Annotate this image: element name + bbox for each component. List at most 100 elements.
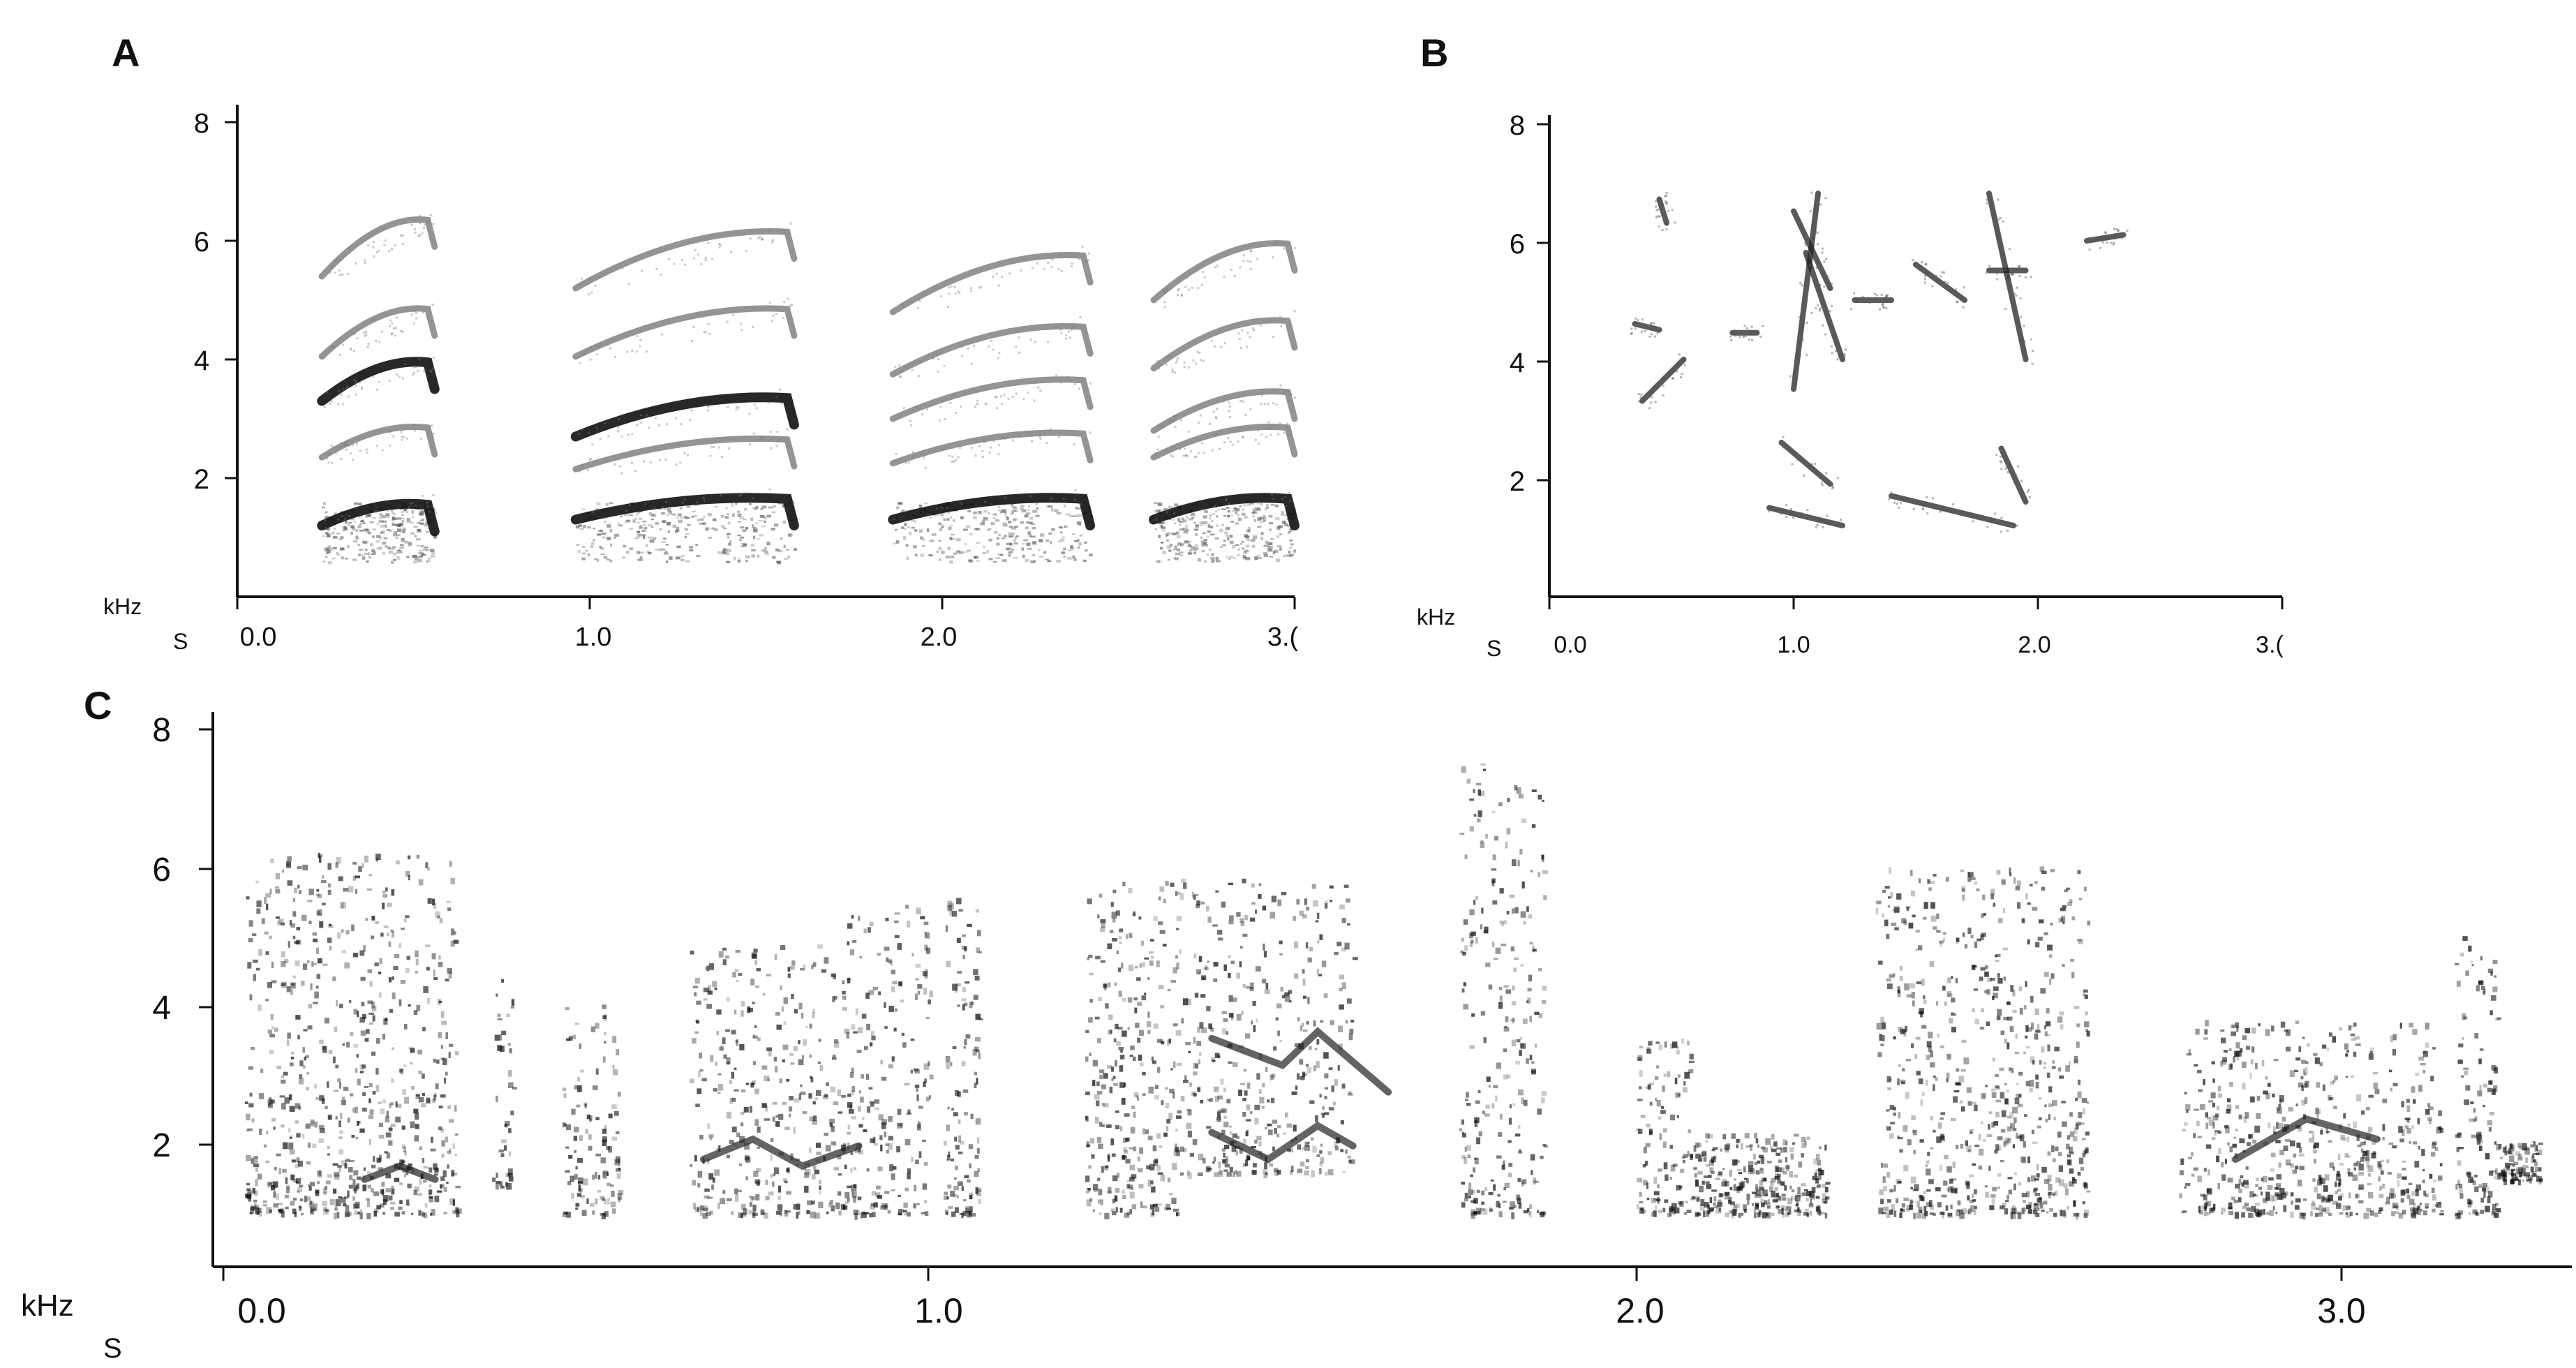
spectrogram-grain xyxy=(770,528,776,530)
spectrogram-grain xyxy=(611,1136,618,1141)
spectrogram-grain xyxy=(269,1050,274,1054)
spectrogram-grain xyxy=(997,284,1000,287)
spectrogram-grain xyxy=(497,1045,502,1051)
spectrogram-grain xyxy=(1140,1201,1143,1208)
spectrogram-grain xyxy=(1797,1187,1801,1194)
spectrogram-grain xyxy=(1505,989,1511,994)
spectrogram-grain xyxy=(419,522,424,525)
spectrogram-grain xyxy=(369,1109,374,1115)
spectrogram-grain xyxy=(383,1018,388,1025)
spectrogram-grain xyxy=(381,1182,385,1187)
spectrogram-grain xyxy=(1085,1191,1089,1194)
spectrogram-grain xyxy=(832,1055,836,1057)
spectrogram-grain xyxy=(355,528,359,533)
spectrogram-grain xyxy=(788,1113,791,1117)
spectrogram-grain xyxy=(904,1187,909,1191)
spectrogram-grain xyxy=(745,555,750,558)
spectrogram-grain xyxy=(764,1076,770,1082)
spectrogram-grain xyxy=(574,1174,578,1180)
spectrogram-grain xyxy=(1167,1177,1171,1182)
spectrogram-grain xyxy=(755,522,759,524)
spectrogram-grain xyxy=(1233,274,1236,277)
spectrogram-grain xyxy=(831,973,836,977)
spectrogram-grain xyxy=(1260,403,1263,406)
spectrogram-grain xyxy=(1104,1212,1110,1219)
spectrogram-grain xyxy=(881,1076,887,1081)
spectrogram-grain xyxy=(745,559,748,563)
spectrogram-grain xyxy=(446,900,451,903)
spectrogram-grain xyxy=(325,1106,328,1109)
spectrogram-grain xyxy=(1156,1133,1161,1139)
spectrogram-grain xyxy=(975,1118,981,1125)
spectrogram-grain xyxy=(997,444,1000,447)
spectrogram-grain xyxy=(878,1114,884,1121)
spectrogram-grain xyxy=(302,1047,305,1053)
spectrogram-grain xyxy=(440,1094,446,1098)
spectrogram-grain xyxy=(745,527,748,530)
spectrogram-grain xyxy=(1168,549,1172,552)
spectrogram-grain xyxy=(247,1128,253,1131)
spectrogram-grain xyxy=(923,1161,928,1166)
spectrogram-grain xyxy=(257,1004,262,1011)
spectrogram-grain xyxy=(697,253,699,256)
spectrogram-grain xyxy=(654,507,657,510)
spectrogram-grain xyxy=(1836,358,1839,361)
spectrogram-grain xyxy=(454,1154,457,1157)
spectrogram-grain xyxy=(1985,272,1988,274)
spectrogram-grain xyxy=(1008,551,1013,553)
spectrogram-grain xyxy=(1532,949,1537,952)
spectrogram-grain xyxy=(1157,502,1162,505)
spectrogram-grain xyxy=(699,1052,702,1059)
spectrogram-grain xyxy=(307,900,313,902)
spectrogram-grain xyxy=(319,1128,325,1133)
spectrogram-grain xyxy=(718,1145,721,1152)
spectrogram-grain xyxy=(961,1212,964,1219)
spectrogram-grain xyxy=(1156,1165,1161,1171)
spectrogram-grain xyxy=(1279,422,1281,424)
spectrogram-grain xyxy=(639,518,643,520)
spectrogram-grain xyxy=(1638,400,1641,403)
spectrogram-grain xyxy=(1111,912,1117,919)
spectrogram-grain xyxy=(1299,910,1304,916)
spectrogram-grain xyxy=(850,1168,853,1173)
spectrogram-grain xyxy=(941,526,944,528)
spectrogram-grain xyxy=(290,983,295,986)
spectrogram-grain xyxy=(1269,545,1273,549)
spectrogram-grain xyxy=(1998,269,2001,272)
spectrogram-grain xyxy=(2005,466,2008,468)
spectrogram-grain xyxy=(602,1139,607,1146)
spectrogram-grain xyxy=(323,502,326,505)
spectrogram-grain xyxy=(1260,537,1264,540)
spectrogram-grain xyxy=(1229,406,1232,408)
spectrogram-grain xyxy=(750,517,754,521)
spectrogram-grain xyxy=(1538,967,1542,972)
spectrogram-grain xyxy=(1103,1103,1109,1108)
spectrogram-grain xyxy=(1203,539,1208,542)
spectrogram-grain xyxy=(974,454,977,457)
spectrogram-grain xyxy=(1831,305,1833,308)
spectrogram-grain xyxy=(1662,1128,1667,1133)
spectrogram-grain xyxy=(1130,1046,1135,1050)
spectrogram-grain xyxy=(844,1201,849,1204)
spectrogram-grain xyxy=(894,920,899,923)
spectrogram-grain xyxy=(681,501,684,504)
spectrogram-grain xyxy=(1504,1182,1510,1188)
spectrogram-grain xyxy=(265,903,269,911)
spectrogram-grain xyxy=(866,1106,871,1113)
spectrogram-grain xyxy=(787,973,791,978)
spectrogram-grain xyxy=(246,1188,251,1191)
spectrogram-grain xyxy=(1021,505,1025,507)
spectrogram-grain xyxy=(1523,1099,1528,1106)
panel-b-x-unit: S xyxy=(1487,636,1501,661)
spectrogram-grain xyxy=(1119,1082,1125,1088)
spectrogram-grain xyxy=(1939,510,1942,513)
spectrogram-grain xyxy=(761,549,766,552)
spectrogram-grain xyxy=(1157,1066,1161,1073)
spectrogram-grain xyxy=(444,1077,447,1084)
spectrogram-grain xyxy=(1795,452,1798,455)
spectrogram-grain xyxy=(755,407,758,410)
spectrogram-grain xyxy=(954,292,957,295)
spectrogram-grain xyxy=(396,528,402,533)
spectrogram-grain xyxy=(727,1061,730,1065)
spectrogram-grain xyxy=(1239,961,1242,967)
